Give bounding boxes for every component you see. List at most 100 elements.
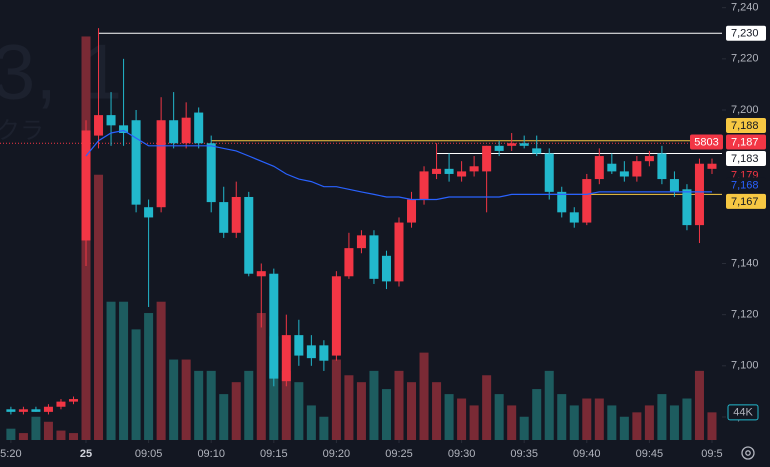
candle-body (582, 179, 592, 223)
volume-bar (169, 359, 179, 440)
price-label: 7,230 (731, 28, 759, 40)
volume-bar (219, 394, 229, 440)
candle-body (494, 145, 504, 151)
volume-bar (707, 412, 717, 440)
candle-body (56, 401, 66, 407)
x-tick-label: 09:30 (448, 448, 476, 460)
volume-bar (407, 382, 417, 440)
settings-icon[interactable] (741, 446, 755, 460)
candle-body (369, 235, 379, 279)
price-label: 7,168 (731, 179, 759, 191)
volume-bar (119, 301, 129, 440)
x-tick-label: 25 (80, 448, 92, 460)
watermark: 3, 1 クラ (0, 28, 122, 145)
candle-body (557, 191, 567, 213)
volume-bar (644, 405, 654, 440)
time-axis (0, 440, 722, 467)
candle-body (281, 335, 291, 382)
candle-body (657, 153, 667, 180)
price-axis (722, 0, 770, 467)
x-tick-label: 5:20 (0, 448, 21, 460)
volume-bar (244, 370, 254, 440)
x-tick-label: 09:05 (135, 448, 163, 460)
candle-body (482, 145, 492, 172)
volume-bar (507, 405, 517, 440)
candle-body (119, 125, 129, 134)
candle-body (319, 345, 329, 361)
volume-bar (432, 382, 442, 440)
x-tick-label: 09:5 (701, 448, 722, 460)
volume-bar (532, 389, 542, 440)
candle-body (356, 235, 366, 249)
candle-body (407, 199, 417, 223)
volume-bar (594, 398, 604, 440)
candle-body (682, 189, 692, 226)
volume-bar (281, 370, 291, 440)
volume-bar (482, 375, 492, 440)
volume-bar (68, 433, 78, 440)
candle-body (18, 409, 28, 412)
settings-icon[interactable] (745, 450, 751, 456)
x-tick-label: 09:25 (385, 448, 413, 460)
volume-bar (331, 359, 341, 440)
volume-bar (457, 398, 467, 440)
candle-body (607, 163, 617, 172)
candle-body (6, 409, 16, 412)
volume-bar (31, 416, 41, 440)
price-label-box (726, 134, 766, 150)
volume-bar (156, 301, 166, 440)
volume-bar (444, 394, 454, 440)
candle-body (231, 196, 241, 233)
candle-body (469, 166, 479, 172)
volume-bar (206, 370, 216, 440)
volume-bar (694, 370, 704, 440)
price-label: 7,167 (731, 196, 759, 208)
y-tick-label: 7,200 (731, 104, 759, 116)
price-label-box (726, 151, 766, 167)
candle-body (444, 168, 454, 174)
volume-bar (519, 416, 529, 440)
volume-bar (544, 370, 554, 440)
candle-body (331, 276, 341, 356)
volume-bar (306, 405, 316, 440)
candle-body (381, 255, 391, 282)
volume-bar (181, 359, 191, 440)
candle-body (31, 409, 41, 412)
volume-bar (569, 405, 579, 440)
volume-bar (6, 428, 16, 440)
volume-bar (394, 370, 404, 440)
volume-bar (94, 174, 104, 440)
volume-bar (669, 405, 679, 440)
x-tick-label: 09:10 (197, 448, 225, 460)
volume-bar (632, 412, 642, 440)
volume-bar (319, 416, 329, 440)
volume-bar (194, 370, 204, 440)
volume-bar (256, 313, 266, 440)
candle-body (306, 345, 316, 359)
volume-bar (682, 398, 692, 440)
watermark-text: クラ (0, 117, 44, 144)
volume-bar (294, 382, 304, 440)
volume-bar (381, 389, 391, 440)
candle-body (131, 120, 141, 205)
candle-body (68, 399, 78, 402)
candle-body (244, 196, 254, 274)
volume-label: 44K (733, 407, 753, 419)
price-label-box (726, 25, 766, 41)
y-tick-label: 7,140 (731, 257, 759, 269)
volume-bar (607, 405, 617, 440)
volume-bar (344, 375, 354, 440)
x-tick-label: 09:15 (260, 448, 288, 460)
moving-average (85, 129, 712, 201)
x-tick-label: 09:40 (573, 448, 601, 460)
settings-icon[interactable] (741, 446, 755, 460)
volume-bar (419, 352, 429, 440)
volume-bar (231, 382, 241, 440)
candle-body (144, 207, 154, 218)
candle-body (619, 171, 629, 177)
x-tick-label: 09:20 (323, 448, 351, 460)
candle-body (344, 248, 354, 277)
candle-body (219, 202, 229, 233)
candle-body (594, 156, 604, 180)
volume-bar (144, 313, 154, 440)
